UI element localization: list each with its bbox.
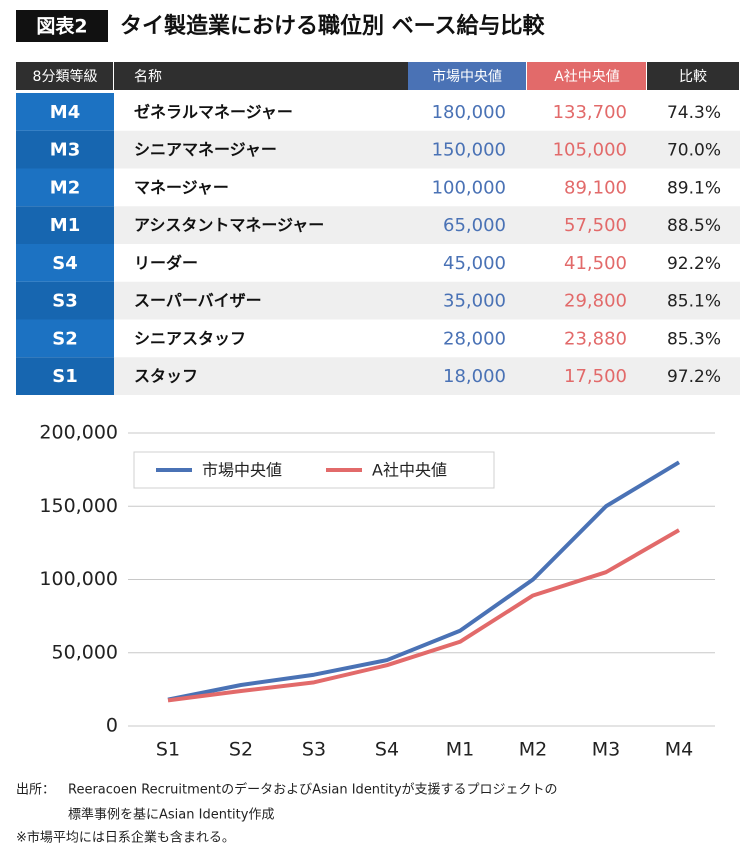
row-bg (114, 206, 740, 244)
table-cell: アシスタントマネージャー (134, 216, 324, 235)
x-tick-label: S2 (229, 739, 253, 761)
table-cell: リーダー (134, 253, 198, 272)
x-tick-label: M3 (592, 739, 620, 761)
x-tick-label: S3 (302, 739, 326, 761)
table-cell: S2 (52, 328, 78, 349)
source-label: 出所： (16, 783, 55, 798)
header-cell (408, 62, 526, 90)
table-cell: 29,800 (564, 291, 627, 312)
y-tick-label: 200,000 (39, 422, 118, 444)
table-cell: 92.2% (667, 254, 721, 274)
series-line (167, 528, 680, 703)
row-bg (114, 281, 740, 320)
table-cell: 89,100 (564, 177, 627, 198)
table-cell: M3 (50, 140, 80, 161)
series-line (167, 460, 681, 702)
table-cell: S4 (52, 253, 78, 274)
table-cell: 65,000 (443, 215, 506, 236)
table-cell: 57,500 (564, 215, 627, 236)
grade-cell (16, 206, 114, 244)
source-line: Reeracoen RecruitmentのデータおよびAsian Identi… (68, 782, 558, 798)
table-cell: 133,700 (553, 102, 627, 123)
row-bg (114, 357, 740, 395)
legend-label: A社中央値 (372, 461, 447, 480)
row-bg (114, 319, 740, 358)
table-cell: 97.2% (667, 367, 721, 387)
table-cell: 35,000 (443, 291, 506, 312)
table-cell: M2 (50, 177, 80, 198)
y-tick-label: 50,000 (52, 641, 118, 663)
table-cell: 17,500 (564, 366, 627, 387)
table-cell: 89.1% (667, 178, 721, 198)
note: ※市場平均には日系企業も含まれる。 (16, 830, 235, 846)
column-header: 8分類等級 (33, 68, 98, 85)
header-cell (114, 62, 408, 90)
grade-cell (16, 319, 114, 358)
table-cell: 85.1% (667, 292, 721, 312)
table-cell: 45,000 (443, 253, 506, 274)
table-cell: 100,000 (432, 177, 506, 198)
table-cell: ゼネラルマネージャー (134, 102, 293, 121)
table-cell: スーパーバイザー (134, 291, 262, 310)
grade-cell (16, 93, 114, 131)
grade-cell (16, 281, 114, 320)
y-tick-label: 150,000 (39, 495, 118, 517)
table-cell: 28,000 (443, 328, 506, 349)
table-cell: S1 (52, 366, 78, 387)
table-cell: 85.3% (667, 329, 721, 349)
table-cell: 18,000 (443, 366, 506, 387)
grade-cell (16, 130, 114, 169)
x-tick-label: S4 (375, 739, 399, 761)
table-cell: 150,000 (432, 140, 506, 161)
table-cell: 105,000 (553, 140, 627, 161)
table-cell: S3 (52, 291, 78, 312)
badge: 図表2 (36, 15, 87, 38)
source-line: 標準事例を基にAsian Identity作成 (68, 807, 274, 823)
column-header: A社中央値 (554, 69, 620, 85)
grade-cell (16, 357, 114, 395)
table-cell: 88.5% (667, 216, 721, 236)
x-tick-label: M4 (665, 739, 693, 761)
table-cell: シニアスタッフ (134, 329, 246, 348)
table-cell: スタッフ (134, 367, 198, 386)
row-bg (114, 168, 740, 207)
legend-label: 市場中央値 (202, 461, 282, 480)
grade-cell (16, 244, 114, 282)
table-cell: シニアマネージャー (134, 140, 277, 159)
row-bg (114, 130, 740, 169)
table-cell: M1 (50, 215, 80, 236)
table-cell: M4 (50, 102, 80, 123)
x-tick-label: M2 (519, 739, 547, 761)
table-cell: マネージャー (134, 178, 229, 197)
y-tick-label: 0 (106, 715, 118, 737)
header-cell (16, 62, 113, 90)
column-header: 比較 (679, 69, 707, 85)
grade-cell (16, 168, 114, 207)
header-cell (647, 62, 739, 90)
legend-box (133, 451, 495, 489)
header-cell (527, 62, 646, 90)
table-cell: 70.0% (667, 141, 721, 161)
x-tick-label: S1 (156, 739, 180, 761)
table-cell: 23,880 (564, 328, 627, 349)
title: タイ製造業における職位別 ベース給与比較 (120, 13, 546, 39)
row-bg (114, 93, 740, 131)
y-tick-label: 100,000 (39, 568, 118, 590)
table-cell: 41,500 (564, 253, 627, 274)
table-cell: 74.3% (667, 103, 721, 123)
column-header: 市場中央値 (432, 68, 502, 85)
row-bg (114, 244, 740, 282)
badge-bg (16, 10, 108, 42)
column-header: 名称 (134, 69, 162, 85)
x-tick-label: M1 (446, 739, 474, 761)
table-cell: 180,000 (432, 102, 506, 123)
